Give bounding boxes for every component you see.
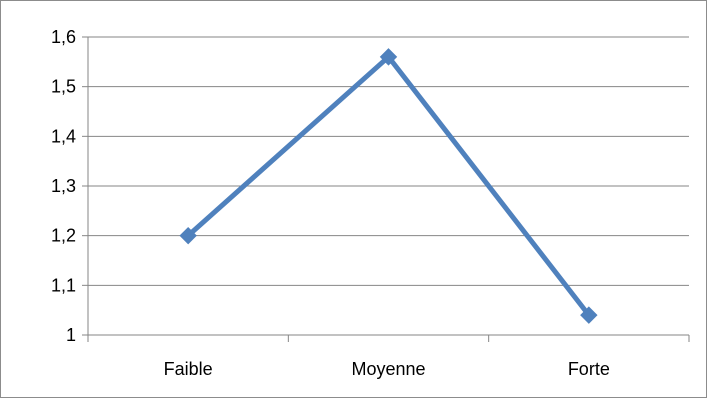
x-tick-label: Moyenne	[351, 359, 425, 379]
x-axis-tick-labels: Faible Moyenne Forte	[164, 359, 610, 379]
y-tick-label: 1	[66, 325, 76, 345]
axes	[82, 36, 690, 342]
y-tick-label: 1,6	[51, 27, 76, 47]
y-tick-label: 1,4	[51, 126, 76, 146]
y-tick-label: 1,3	[51, 176, 76, 196]
y-tick-label: 1,1	[51, 275, 76, 295]
x-tick-label: Faible	[164, 359, 213, 379]
data-point-marker	[379, 48, 398, 66]
y-tick-label: 1,2	[51, 226, 76, 246]
data-point-marker	[179, 226, 197, 245]
x-tick-label: Forte	[568, 359, 610, 379]
data-point-marker	[580, 306, 598, 324]
y-tick-label: 1,5	[51, 77, 76, 97]
series	[179, 48, 598, 324]
y-axis-tick-labels: 1 1,1 1,2 1,3 1,4 1,5 1,6	[51, 27, 76, 345]
gridlines	[88, 36, 689, 286]
